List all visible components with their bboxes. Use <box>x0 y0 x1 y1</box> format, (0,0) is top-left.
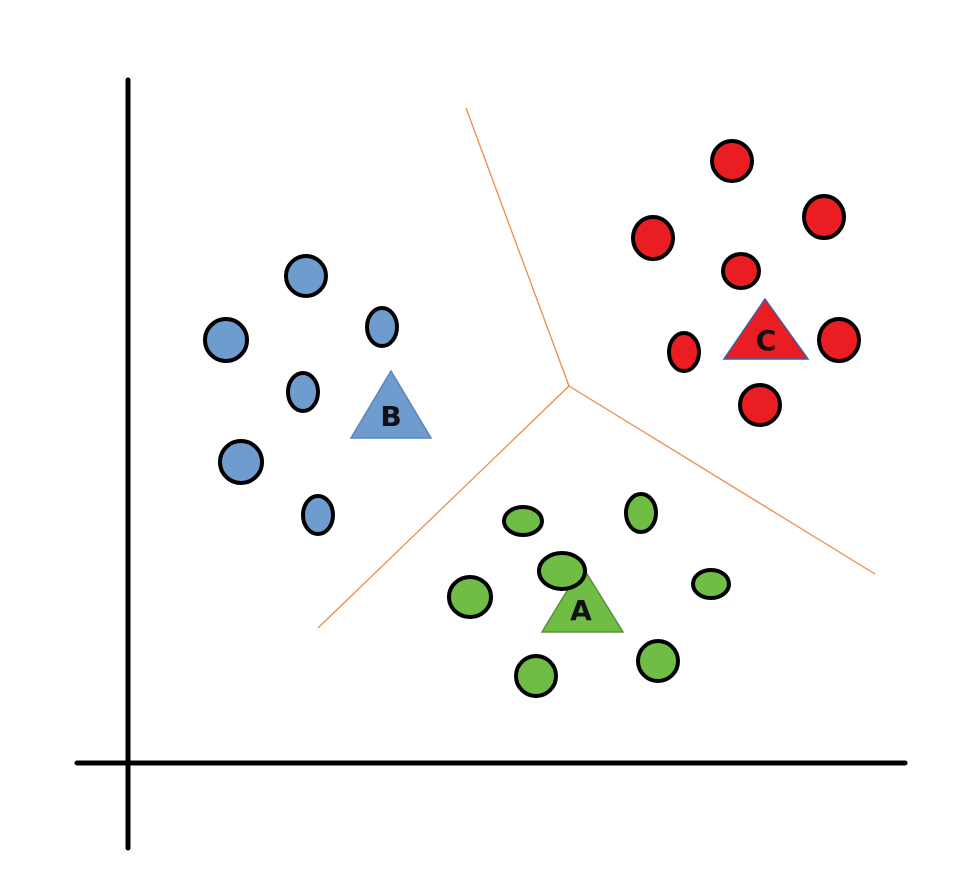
data-point <box>286 371 320 413</box>
data-point <box>710 139 754 183</box>
centroid-a-triangle <box>540 564 625 633</box>
centroid-c: C <box>722 297 810 360</box>
data-point <box>365 306 399 348</box>
data-point <box>631 215 675 261</box>
data-point <box>447 575 493 619</box>
data-point <box>502 505 544 537</box>
boundary-line-bc <box>465 107 570 387</box>
data-point <box>301 494 335 536</box>
centroid-a: A <box>540 564 625 633</box>
data-point <box>514 654 558 698</box>
data-point <box>218 439 264 485</box>
decision-boundaries <box>317 107 876 629</box>
data-point <box>738 383 782 427</box>
cluster-a-points <box>447 492 731 698</box>
data-point <box>636 639 680 683</box>
data-point <box>667 331 701 373</box>
boundary-line-ac <box>568 385 876 575</box>
data-point <box>691 568 731 600</box>
centroid-c-triangle <box>722 297 810 360</box>
cluster-b-points <box>203 254 399 536</box>
data-point <box>721 252 761 290</box>
centroid-c-label: C <box>756 324 777 357</box>
data-point <box>802 194 846 240</box>
data-point <box>203 317 249 363</box>
data-point <box>284 254 328 298</box>
centroid-b-triangle <box>349 369 433 439</box>
data-point <box>537 551 587 591</box>
data-point <box>624 492 658 534</box>
centroid-b-label: B <box>380 400 401 433</box>
centroid-b: B <box>349 369 433 439</box>
cluster-c-points <box>631 139 861 427</box>
boundary-line-ab <box>317 385 570 629</box>
centroid-a-label: A <box>570 594 592 627</box>
data-point <box>817 317 861 363</box>
